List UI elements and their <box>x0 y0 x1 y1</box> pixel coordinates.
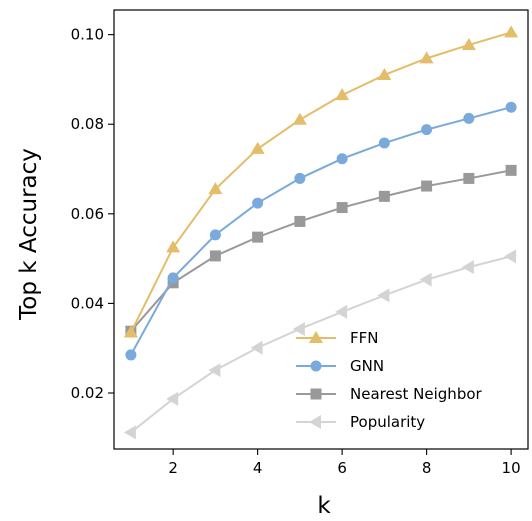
data-point-gnn <box>294 172 306 184</box>
legend-marker-ffn <box>309 331 323 343</box>
series-gnn <box>125 101 517 361</box>
data-point-ffn <box>250 141 265 154</box>
legend-item-gnn: GNN <box>296 357 384 375</box>
data-point-nearest-neighbor <box>294 215 306 227</box>
y-tick-label: 0.02 <box>71 384 104 402</box>
data-point-gnn <box>167 272 179 284</box>
data-point-nearest-neighbor <box>421 180 433 192</box>
x-tick-label: 2 <box>168 459 178 477</box>
data-point-popularity <box>123 425 136 440</box>
series-line-nearest-neighbor <box>130 169 512 332</box>
y-tick-label: 0.08 <box>71 115 104 133</box>
data-point-gnn <box>421 124 433 136</box>
series-popularity <box>123 249 517 440</box>
legend-label-ffn: FFN <box>350 329 378 347</box>
y-tick-label: 0.04 <box>71 294 104 312</box>
data-point-gnn <box>463 112 475 124</box>
legend-label-gnn: GNN <box>350 357 384 375</box>
data-point-popularity <box>166 391 179 406</box>
data-point-popularity <box>250 340 263 355</box>
x-tick-label: 4 <box>253 459 263 477</box>
data-point-ffn <box>166 240 181 253</box>
data-point-nearest-neighbor <box>209 250 221 262</box>
data-point-popularity <box>335 304 348 319</box>
x-tick-label: 6 <box>337 459 347 477</box>
data-point-ffn <box>292 112 307 125</box>
data-point-gnn <box>252 197 264 209</box>
data-point-gnn <box>505 101 517 113</box>
data-point-nearest-neighbor <box>336 202 348 214</box>
data-point-ffn <box>377 67 392 80</box>
data-point-popularity <box>461 260 474 275</box>
legend-marker-popularity <box>309 415 321 429</box>
series-ffn <box>123 25 519 338</box>
legend-marker-nearest-neighbor <box>310 388 322 400</box>
data-point-gnn <box>209 229 221 241</box>
legend: FFN GNN Nearest Neighbor Popularity <box>296 329 483 431</box>
data-point-nearest-neighbor <box>378 190 390 202</box>
data-point-popularity <box>208 363 221 378</box>
data-point-nearest-neighbor <box>505 164 517 176</box>
legend-label-nearest-neighbor: Nearest Neighbor <box>350 385 483 403</box>
series-nearest-neighbor <box>125 164 517 337</box>
data-point-gnn <box>125 349 137 361</box>
data-point-popularity <box>292 321 305 336</box>
legend-item-ffn: FFN <box>296 329 378 347</box>
data-point-ffn <box>461 37 476 50</box>
series-layer <box>123 25 519 440</box>
axes-layer: 2 4 6 8 10 0.02 0.04 0.06 0.08 0.10 <box>71 9 529 477</box>
legend-item-nearest-neighbor: Nearest Neighbor <box>296 385 483 403</box>
data-point-ffn <box>208 182 223 195</box>
y-tick-label: 0.06 <box>71 205 104 223</box>
data-point-gnn <box>336 153 348 165</box>
data-point-gnn <box>378 137 390 149</box>
legend-label-popularity: Popularity <box>350 413 425 431</box>
data-point-nearest-neighbor <box>252 231 264 243</box>
x-tick-label: 10 <box>502 459 521 477</box>
y-tick-label: 0.10 <box>71 26 104 44</box>
data-point-ffn <box>335 88 350 101</box>
data-point-ffn <box>123 325 138 338</box>
data-point-popularity <box>377 288 390 303</box>
legend-item-popularity: Popularity <box>296 413 425 431</box>
y-axis-label: Top k Accuracy <box>16 148 42 321</box>
x-axis-label: k <box>317 493 331 519</box>
x-tick-label: 8 <box>422 459 432 477</box>
data-point-popularity <box>504 249 517 264</box>
legend-marker-gnn <box>310 360 322 372</box>
plot-frame <box>113 9 529 450</box>
data-point-ffn <box>419 51 434 64</box>
data-point-ffn <box>504 25 519 38</box>
series-line-ffn <box>130 31 512 333</box>
series-line-gnn <box>130 106 512 356</box>
data-point-popularity <box>419 272 432 287</box>
data-point-nearest-neighbor <box>463 172 475 184</box>
series-line-popularity <box>130 255 512 434</box>
